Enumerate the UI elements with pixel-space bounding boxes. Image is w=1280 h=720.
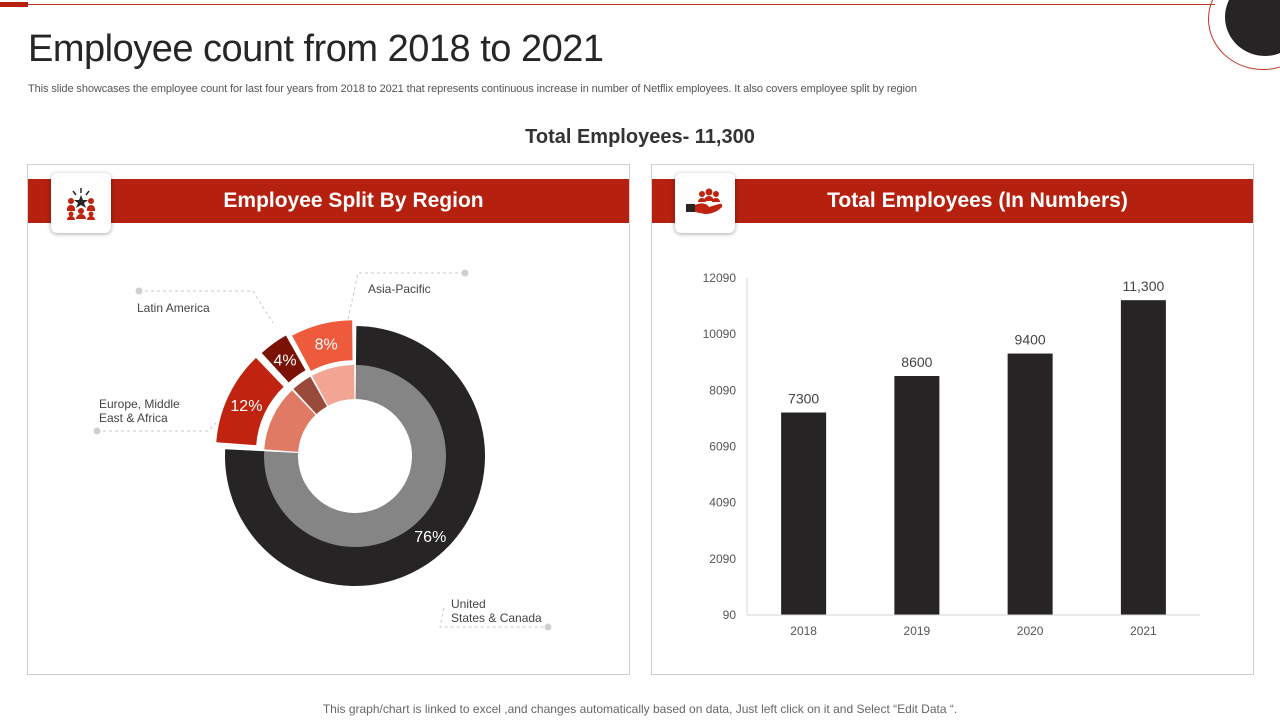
bar-2020 [1007,353,1053,615]
donut-category-label-emea: Europe, Middle [99,397,180,411]
donut-outer-slice-latin-america [261,335,306,383]
donut-category-label-us-canada: States & Canada [451,611,542,625]
bar-x-tick-label-2020: 2020 [1017,624,1044,638]
bar-y-tick-label: 8090 [709,383,736,397]
donut-inner-slice-latin-america [293,376,328,415]
donut-leader-dot-us-canada [544,623,552,631]
donut-category-label-asia-pacific: Asia-Pacific [368,282,431,296]
page-subtitle: This slide showcases the employee count … [28,83,917,95]
employee-numbers-header: Total Employees (In Numbers) [652,179,1253,223]
bar-y-axis: 90 2090 4090 6090 8090 10090 12090 [703,271,748,622]
bar-2018 [781,412,827,615]
bar-y-tick-label: 10090 [703,327,737,341]
bar-y-tick-label: 12090 [703,271,737,285]
top-accent-bar [0,2,28,7]
hand-holding-people-icon [675,173,735,233]
bar-y-tick-label: 4090 [709,496,736,510]
total-employees-label: Total Employees- 11,300 [525,126,755,148]
donut-outer-slice-emea [216,357,284,446]
donut-percent-label-asia-pacific: 8% [315,337,338,354]
team-leader-icon [51,173,111,233]
employee-numbers-header-text: Total Employees (In Numbers) [827,189,1128,212]
donut-leader-dot-emea [93,427,101,435]
donut-leader-lines [93,269,552,631]
bar-x-tick-label-2021: 2021 [1130,624,1157,638]
donut-percent-label-emea: 12% [230,398,262,415]
donut-outer-slice-us-canada [225,326,485,586]
donut-leader-line-us-canada [439,607,548,628]
bar-x-axis: 2018 2019 2020 2021 [747,614,1200,638]
donut-category-label-us-canada: United [451,597,486,611]
donut-leader-dot-asia-pacific [461,269,469,277]
donut-category-label-latin-america: Latin America [137,301,210,315]
footer-note: This graph/chart is linked to excel ,and… [322,702,958,716]
region-split-header: Employee Split By Region [28,179,629,223]
employee-bar-chart: 90 2090 4090 6090 8090 10090 12090 7300 8600 940… [703,271,1200,638]
donut-inner-slice-asia-pacific [311,365,355,406]
bar-y-tick-label: 6090 [709,440,736,454]
top-rule-line [0,4,1215,5]
region-split-header-text: Employee Split By Region [223,189,484,212]
bar-data-label-2021: 11,300 [1122,278,1164,294]
donut-inner-slice-us-canada [264,365,446,547]
bar-data-label-2020: 9400 [1015,332,1046,348]
donut-percent-label-us-canada: 76% [414,529,446,546]
donut-leader-line-asia-pacific [347,272,465,320]
page-title: Employee count from 2018 to 2021 [28,28,604,70]
bar-data-label-2018: 7300 [788,391,819,407]
bar-2021 [1120,300,1166,615]
bar-x-tick-label-2018: 2018 [790,624,817,638]
bar-y-tick-label: 2090 [709,552,736,566]
bar-x-tick-label-2019: 2019 [904,624,931,638]
bar-2019 [894,376,940,615]
employee-numbers-panel: Total Employees (In Numbers) 90 2090 4090 6… [651,164,1254,675]
donut-inner-ring [264,365,446,547]
donut-leader-line-emea [97,422,217,432]
bar-marks: 7300 8600 9400 11,300 [781,278,1166,615]
donut-outer-slice-asia-pacific [292,320,353,371]
donut-leader-dot-latin-america [135,287,143,295]
bar-data-label-2019: 8600 [901,354,932,370]
donut-leader-line-latin-america [139,290,274,324]
donut-outer-ring [216,320,485,586]
donut-inner-slice-emea [264,390,316,452]
donut-category-label-emea: East & Africa [99,411,168,425]
donut-percent-label-latin-america: 4% [273,353,296,370]
bar-y-tick-label: 90 [723,608,737,622]
region-split-panel: Employee Split By Region 76% 12% 4% 8% Unite… [27,164,630,675]
